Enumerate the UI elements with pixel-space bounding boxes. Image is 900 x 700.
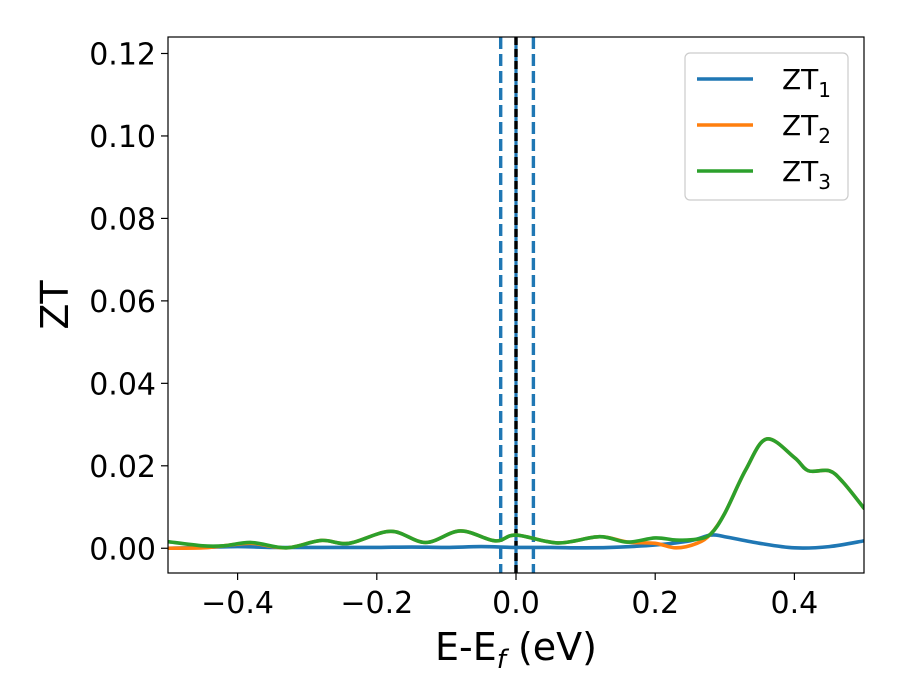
x-tick-label: −0.4 xyxy=(201,586,274,621)
y-tick-label: 0.02 xyxy=(89,450,156,485)
y-tick-label: 0.00 xyxy=(89,532,156,567)
series-line-zt3 xyxy=(168,437,864,550)
y-axis: 0.00 0.02 0.04 0.06 0.08 0.10 0.12 xyxy=(89,37,168,567)
legend: ZT1 ZT2 ZT3 xyxy=(684,52,849,201)
y-tick-label: 0.12 xyxy=(89,37,156,72)
legend-label-3: ZT3 xyxy=(782,155,831,194)
y-tick-label: 0.10 xyxy=(89,120,156,155)
x-axis-title: E-Ef (eV) xyxy=(435,625,597,675)
y-tick-label: 0.08 xyxy=(89,202,156,237)
legend-label-2: ZT2 xyxy=(782,109,831,148)
y-tick-label: 0.04 xyxy=(89,367,156,402)
x-tick-label: 0.2 xyxy=(631,586,679,621)
x-tick-label: −0.2 xyxy=(340,586,413,621)
y-axis-title: ZT xyxy=(33,280,77,330)
legend-label-1: ZT1 xyxy=(782,63,831,102)
x-axis: −0.4 −0.2 0.0 0.2 0.4 xyxy=(201,573,818,621)
x-axis-title-suffix: (eV) xyxy=(506,625,597,669)
series-lines xyxy=(168,437,864,551)
x-tick-label: 0.0 xyxy=(492,586,540,621)
y-tick-label: 0.06 xyxy=(89,285,156,320)
legend-box xyxy=(684,52,849,201)
x-tick-label: 0.4 xyxy=(771,586,819,621)
x-axis-title-main: E-E xyxy=(435,625,497,669)
reference-lines xyxy=(498,37,536,573)
